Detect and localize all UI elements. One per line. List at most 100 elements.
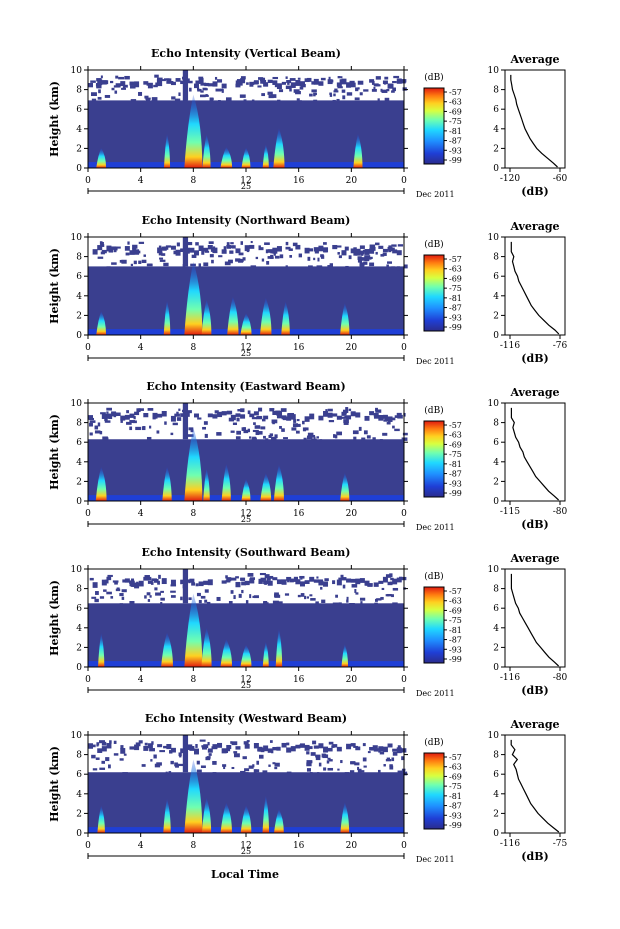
echo-band	[180, 579, 186, 585]
echo-speckle	[101, 242, 104, 246]
echo-speckle	[323, 767, 327, 771]
echo-band	[295, 244, 301, 250]
echo-speckle	[250, 265, 257, 268]
echo-speckle	[206, 756, 211, 759]
echo-speckle	[160, 602, 163, 606]
echo-band	[267, 79, 273, 84]
profile-line	[510, 241, 560, 335]
echo-speckle	[285, 265, 288, 269]
echo-band	[249, 81, 255, 85]
echo-speckle	[401, 770, 406, 775]
profile-title: Average	[509, 220, 559, 233]
echo-speckle	[236, 417, 240, 422]
echo-speckle	[188, 597, 192, 601]
day-label: 25	[241, 681, 251, 690]
date-label: Dec 2011	[416, 689, 455, 698]
x-tick-label: 12	[240, 509, 251, 519]
profile-x-axis-title: (dB)	[521, 518, 548, 531]
echo-speckle	[258, 754, 264, 759]
echo-band	[323, 746, 329, 753]
profile-x-axis-title: (dB)	[521, 352, 548, 365]
echo-speckle	[240, 408, 245, 413]
echo-band	[364, 580, 370, 586]
echo-speckle	[170, 584, 177, 587]
echo-band	[290, 746, 296, 752]
echo-band	[364, 249, 370, 255]
profile-y-tick-label: 10	[488, 233, 500, 243]
echo-speckle	[283, 437, 288, 440]
echo-speckle	[233, 753, 240, 758]
panel-title: Echo Intensity (Northward Beam)	[142, 214, 351, 227]
echo-speckle	[274, 594, 281, 598]
echo-speckle	[287, 413, 294, 418]
echo-band	[235, 746, 241, 750]
echo-band	[226, 245, 232, 249]
echo-cell	[262, 144, 269, 168]
y-tick-label: 4	[76, 624, 82, 634]
echo-band	[387, 83, 393, 89]
echo-speckle	[299, 86, 304, 90]
echo-speckle	[205, 94, 208, 97]
echo-speckle	[235, 436, 241, 440]
echo-band	[396, 78, 402, 84]
echo-speckle	[353, 247, 357, 250]
echo-speckle	[99, 430, 103, 435]
panel-title: Echo Intensity (Southward Beam)	[142, 546, 351, 559]
echo-band	[336, 415, 342, 420]
echo-speckle	[369, 244, 376, 249]
echo-speckle	[349, 80, 355, 84]
echo-band	[396, 747, 402, 754]
echo-speckle	[123, 84, 128, 88]
colorbar-tick-label: -81	[449, 460, 462, 469]
echo-speckle	[122, 772, 128, 775]
echo-speckle	[382, 432, 388, 436]
echo-band	[355, 746, 361, 751]
echo-speckle	[113, 740, 117, 744]
echo-speckle	[240, 770, 246, 774]
echo-speckle	[340, 76, 343, 79]
echo-cell	[353, 133, 363, 168]
echo-speckle	[334, 435, 338, 439]
echo-speckle	[274, 255, 280, 259]
echo-speckle	[264, 574, 270, 579]
echo-band	[170, 579, 176, 586]
echo-speckle	[141, 259, 147, 264]
echo-speckle	[320, 586, 323, 590]
echo-band	[106, 413, 112, 419]
echo-speckle	[163, 745, 168, 749]
date-label: Dec 2011	[416, 855, 455, 864]
echo-band	[134, 81, 140, 88]
echo-band	[212, 414, 218, 419]
echo-speckle	[203, 262, 209, 267]
echo-cell	[273, 464, 284, 501]
echo-speckle	[107, 574, 113, 577]
x-tick-label: 8	[190, 509, 196, 519]
echo-band	[193, 413, 199, 418]
echo-band	[327, 79, 333, 85]
echo-band	[244, 245, 250, 252]
echo-speckle	[391, 244, 397, 247]
echo-band	[180, 80, 186, 85]
echo-speckle	[365, 257, 372, 260]
echo-band	[267, 580, 273, 586]
echo-band	[157, 247, 163, 254]
echo-speckle	[113, 249, 117, 253]
echo-speckle	[168, 771, 172, 774]
echo-band	[161, 578, 167, 585]
echo-speckle	[298, 253, 303, 258]
echo-band	[240, 78, 246, 84]
date-label: Dec 2011	[416, 190, 455, 199]
echo-band	[382, 80, 388, 85]
echo-band	[290, 82, 296, 88]
echo-speckle	[258, 431, 263, 435]
echo-speckle	[90, 80, 96, 83]
echo-speckle	[115, 75, 119, 79]
y-axis-title: Height (km)	[48, 248, 61, 324]
echo-speckle	[319, 439, 323, 442]
echo-speckle	[195, 80, 201, 84]
echo-speckle	[336, 98, 340, 103]
echo-speckle	[311, 89, 317, 93]
echo-speckle	[89, 432, 93, 436]
echo-band	[166, 743, 172, 750]
echo-speckle	[373, 415, 379, 419]
